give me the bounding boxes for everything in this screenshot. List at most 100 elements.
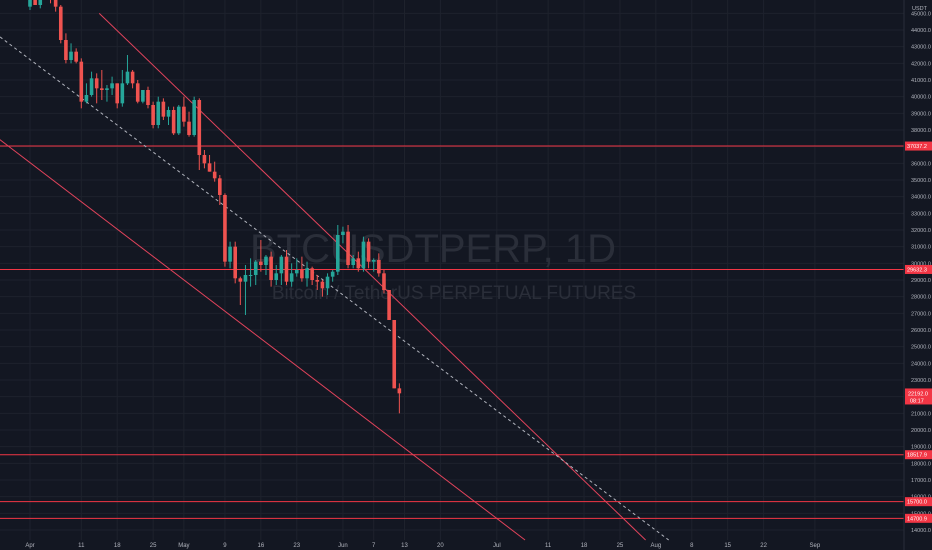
candle-body [33, 0, 37, 5]
candle-body [346, 231, 350, 265]
time-tick-label: Aug [651, 543, 662, 549]
horizontal-levels[interactable] [0, 145, 904, 519]
candle-body [336, 235, 340, 272]
candle-body [58, 6, 63, 40]
time-tick-label: Jul [493, 543, 501, 549]
candle-body [341, 231, 345, 235]
candle-body [305, 268, 309, 279]
candle-body [28, 0, 32, 7]
candle-body [269, 256, 273, 280]
candle-body [351, 258, 355, 265]
candle-body [115, 83, 120, 104]
candle-body [84, 95, 89, 102]
candle-body [156, 101, 161, 125]
level-price-text: 18517.9 [907, 453, 927, 459]
candle-body [202, 155, 207, 164]
candle-body [89, 78, 94, 95]
price-tick-label: 21000.0 [911, 411, 931, 417]
price-tick-label: 24000.0 [911, 361, 931, 367]
candle-body [325, 276, 330, 289]
grid [0, 0, 904, 540]
time-tick-label: 7 [372, 543, 376, 549]
time-tick-label: Jun [338, 543, 348, 549]
price-tick-label: 18000.0 [911, 461, 931, 467]
time-tick-label: May [178, 543, 189, 549]
time-tick-label: 23 [293, 543, 300, 549]
level-price-tag [905, 513, 932, 523]
price-channel[interactable] [0, 0, 669, 541]
candle-body [259, 261, 263, 265]
candle-body [166, 110, 171, 117]
time-tick-label: 8 [690, 543, 694, 549]
time-axis[interactable]: Apr 11 18 25 May 9 16 23 Jun 7 13 20 Jul 11 18 25 Aug 8 15… [25, 543, 821, 549]
price-tick-label: 33000.0 [911, 211, 931, 217]
price-tick-label: 26000.0 [911, 328, 931, 334]
candle-body [182, 106, 186, 122]
candle-body [74, 51, 78, 62]
last-price-tag [905, 388, 932, 405]
time-tick-label: 16 [258, 543, 265, 549]
price-tick-label: 30000.0 [911, 261, 931, 267]
candle-body [279, 256, 284, 274]
candle-body [284, 256, 289, 282]
candle-body [228, 246, 232, 262]
price-tick-label: 32000.0 [911, 228, 931, 234]
candle-body [300, 270, 304, 279]
level-price-text: 29632.3 [907, 267, 927, 273]
price-tick-label: 34000.0 [911, 195, 931, 201]
price-tick-label: 40000.0 [911, 95, 931, 101]
candle-body [356, 258, 361, 269]
candle-body [100, 88, 104, 90]
candle-body [171, 110, 176, 134]
price-tick-label: 23000.0 [911, 378, 931, 384]
price-tick-label: 27000.0 [911, 311, 931, 317]
candle-body [264, 256, 268, 265]
price-tick-label: 29000.0 [911, 278, 931, 284]
price-tick-label: 35000.0 [911, 178, 931, 184]
candle-body [192, 100, 196, 135]
price-tick-label: 45000.0 [911, 11, 931, 17]
price-tick-label: 39000.0 [911, 111, 931, 117]
level-price-tag [905, 141, 932, 151]
time-tick-label: 11 [545, 543, 552, 549]
price-axis[interactable]: 14000.015000.016000.017000.018000.019000… [911, 11, 931, 534]
price-tick-label: 43000.0 [911, 45, 931, 51]
last-price-text: 22192.0 [908, 391, 928, 397]
time-tick-label: 15 [724, 543, 731, 549]
time-tick-label: 18 [581, 543, 588, 549]
channel-lower-line[interactable] [0, 88, 526, 541]
candle-body [392, 320, 397, 389]
bar-countdown-text: 08:17 [910, 398, 924, 404]
time-tick-label: 13 [401, 543, 408, 549]
level-price-tag [905, 264, 932, 274]
candle-body [64, 40, 68, 60]
candle-body [141, 90, 145, 102]
candle-body [377, 260, 381, 274]
candle-body [397, 388, 402, 394]
candle-body [105, 88, 109, 90]
time-tick-label: 22 [760, 543, 767, 549]
price-tick-label: 20000.0 [911, 428, 931, 434]
price-tick-label: 41000.0 [911, 78, 931, 84]
price-tick-label: 36000.0 [911, 161, 931, 167]
price-tick-label: 44000.0 [911, 28, 931, 34]
level-price-tag [905, 497, 932, 507]
channel-mid-line[interactable] [0, 0, 669, 541]
currency-label: USDT [912, 6, 928, 12]
price-tick-label: 25000.0 [911, 345, 931, 351]
time-tick-label: 25 [150, 543, 157, 549]
candle-body [243, 275, 248, 282]
candle-body [233, 246, 237, 279]
candle-body [223, 195, 227, 262]
candle-body [294, 270, 299, 274]
watermark-subtitle: Bitcoin / TetherUS PERPETUAL FUTURES [272, 283, 636, 304]
candle-body [382, 273, 386, 290]
candle-body [94, 78, 99, 89]
candle-body [161, 101, 166, 117]
candle-body [248, 275, 253, 276]
channel-upper-line[interactable] [98, 12, 646, 541]
candle-body [176, 106, 181, 134]
candle-body [69, 51, 73, 60]
